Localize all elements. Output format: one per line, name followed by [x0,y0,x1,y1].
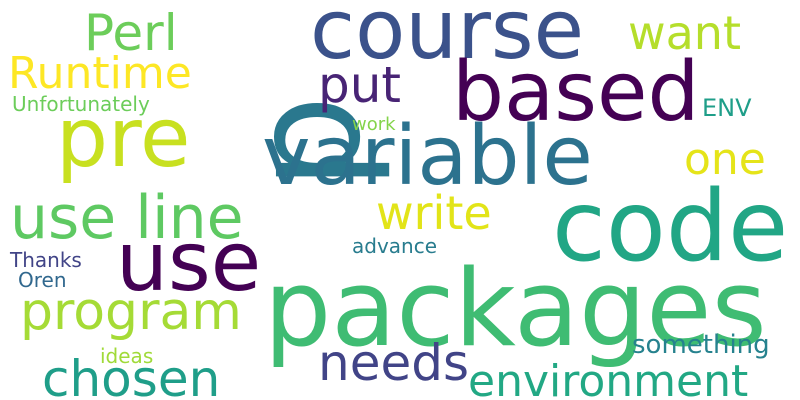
word-runtime: Runtime [8,48,192,99]
word-something: something [632,330,770,360]
word-want: want [628,6,742,60]
word-thanks: Thanks [10,248,82,272]
word-needs: needs [318,334,470,392]
word-ideas: ideas [100,344,154,368]
word-code: code [552,170,789,284]
word-write: write [376,186,492,240]
word-advance: advance [352,234,438,258]
word-course: course [310,0,585,78]
word-work: work [352,114,396,135]
word-pre: pre [56,91,191,186]
word-program: program [20,282,242,342]
word-based: based [452,45,700,140]
word-put: put [318,56,402,114]
word-use: use [116,215,262,310]
word-use-line: use line [10,183,244,253]
word-oren: Oren [18,268,67,292]
word-one: one [684,134,766,185]
word-env: ENV [702,94,752,122]
word-unfortunately: Unfortunately [12,92,150,116]
word-packages: packages [264,247,767,370]
word-environment: environment [468,356,749,400]
word-perl: Perl [84,4,178,62]
word-variable: variable [262,109,593,204]
word-chosen: chosen [42,350,221,400]
